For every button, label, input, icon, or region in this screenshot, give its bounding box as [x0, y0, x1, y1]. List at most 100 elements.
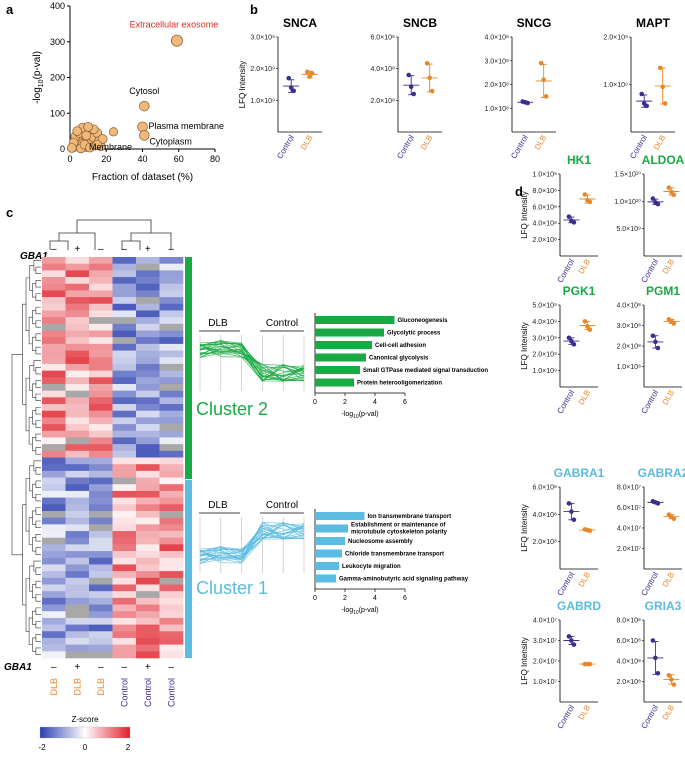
heatmap-cell	[89, 377, 113, 385]
heatmap-cell	[112, 464, 137, 472]
row-dendrogram-branch	[35, 447, 41, 455]
row-dendrogram-branch	[35, 580, 41, 589]
a-labeled-point	[108, 127, 119, 137]
dotplot-ytick-label: 4.0×10⁸	[370, 66, 395, 73]
row-dendrogram-branch	[32, 383, 36, 398]
heatmap-cell	[42, 444, 66, 452]
dotplot-point	[424, 61, 430, 66]
dotplot-title: SNCG	[517, 16, 552, 30]
go-bar	[315, 378, 354, 387]
heatmap-cell	[159, 490, 184, 498]
heatmap-cell	[112, 330, 137, 338]
go-bar	[315, 512, 365, 520]
heatmap-cell	[89, 424, 113, 432]
heatmap-cell	[136, 303, 160, 311]
heatmap-cell	[65, 551, 90, 559]
cluster1-label: Cluster 1	[196, 578, 268, 598]
dotplot-ytick-label: 1.0×10⁹	[532, 172, 557, 179]
dotplot-point	[309, 71, 315, 76]
dotplot-ytick-label: 1.0×10⁹	[532, 368, 557, 375]
row-dendrogram-branch	[29, 265, 34, 291]
heatmap-cell	[65, 577, 90, 585]
heatmap-cell	[112, 557, 137, 565]
heatmap-cell	[136, 444, 160, 452]
heatmap-cell	[89, 524, 113, 532]
heatmap-cell	[42, 270, 66, 278]
go-term-label: Protein heterooligomerization	[357, 381, 442, 387]
heatmap-cell	[65, 343, 90, 351]
heatmap-cell	[65, 591, 90, 599]
a-labeled-point	[170, 34, 183, 47]
dotplot-point	[569, 509, 574, 514]
heatmap-cell	[42, 343, 66, 351]
heatmap-cell	[112, 444, 137, 452]
row-dendrogram	[11, 260, 41, 655]
heatmap-cell	[42, 551, 66, 559]
dotplot-xlabel: Control	[275, 133, 296, 160]
heatmap-cell	[112, 537, 137, 545]
heatmap-cell	[89, 410, 113, 418]
dotplot-xlabel: DLB	[661, 704, 677, 722]
heatmap-cell	[112, 404, 137, 412]
heatmap-cell	[65, 430, 90, 438]
sample-label: Control	[166, 678, 176, 707]
heatmap-cell	[42, 510, 66, 518]
go-bar	[315, 366, 360, 374]
heatmap-cell	[159, 424, 184, 432]
heatmap-cell	[89, 297, 113, 305]
heatmap-cell	[112, 277, 137, 285]
heatmap-cell	[89, 330, 113, 338]
heatmap-cell	[65, 363, 90, 371]
heatmap-cell	[89, 591, 113, 599]
heatmap-cell	[65, 404, 90, 412]
heatmap-cell	[112, 470, 137, 478]
heatmap-cell	[136, 584, 160, 592]
heatmap-cell	[136, 290, 160, 298]
heatmap-cell	[89, 270, 113, 278]
dotplot-point	[543, 94, 549, 99]
dotplot-xlabel: DLB	[533, 134, 549, 152]
row-dendrogram-branch	[33, 360, 41, 371]
heatmap-cell	[65, 571, 90, 579]
dotplot-ytick-label: 6.0×10⁸	[616, 638, 641, 645]
heatmap-cell	[112, 317, 137, 325]
go-xtick-label: 0	[313, 595, 317, 602]
heatmap-cell	[65, 611, 90, 619]
dotplot-point	[671, 321, 677, 326]
heatmap-cell	[42, 410, 66, 418]
heatmap-cell	[89, 484, 113, 492]
heatmap-cell	[65, 357, 90, 365]
dotplot-title: SNCB	[403, 16, 437, 30]
dotplot-xlabel: DLB	[661, 258, 677, 276]
dotplot-point	[291, 88, 297, 94]
heatmap-cell	[159, 377, 184, 385]
row-dendrogram-branch	[35, 467, 41, 475]
row-dendrogram-branch	[32, 283, 36, 298]
heatmap-cell	[159, 410, 184, 418]
a-ytick-label: 400	[50, 1, 65, 11]
dotplot-point	[655, 201, 661, 207]
dotplot-ytick-label: 4.0×10⁸	[532, 221, 557, 228]
heatmap-cell	[42, 651, 66, 659]
heatmap-cell	[65, 263, 90, 271]
go-xtick-label: 2	[343, 399, 347, 406]
heatmap-cell	[112, 370, 137, 378]
dotplot-xlabel: Control	[639, 703, 660, 730]
heatmap-cell	[112, 343, 137, 351]
heatmap-cell	[42, 470, 66, 478]
row-dendrogram-branch	[32, 483, 36, 498]
dotplot-point	[288, 85, 294, 90]
heatmap-cell	[159, 577, 184, 585]
heatmap-cell	[65, 257, 90, 264]
heatmap-cell	[42, 377, 66, 385]
dotplot-d-gabra2: GABRA2 2.0×10⁷ 4.0×10⁷ 6.0×10⁷ 8.0×10⁷ Contro…	[617, 466, 685, 597]
heatmap-cell	[42, 350, 66, 358]
heatmap-cell	[112, 477, 137, 485]
go-xtick-label: 6	[403, 399, 407, 406]
dotplot-title: PGK1	[563, 284, 596, 298]
heatmap-cell	[159, 457, 184, 465]
dotplot-d-gria3: GRIA3 2.0×10⁸ 4.0×10⁸ 6.0×10⁸ 8.0×10⁸ Control…	[616, 599, 682, 730]
dotplot-title: ALDOA	[642, 153, 685, 167]
dotplot-point	[411, 91, 417, 97]
a-xtick-label: 80	[210, 154, 220, 164]
